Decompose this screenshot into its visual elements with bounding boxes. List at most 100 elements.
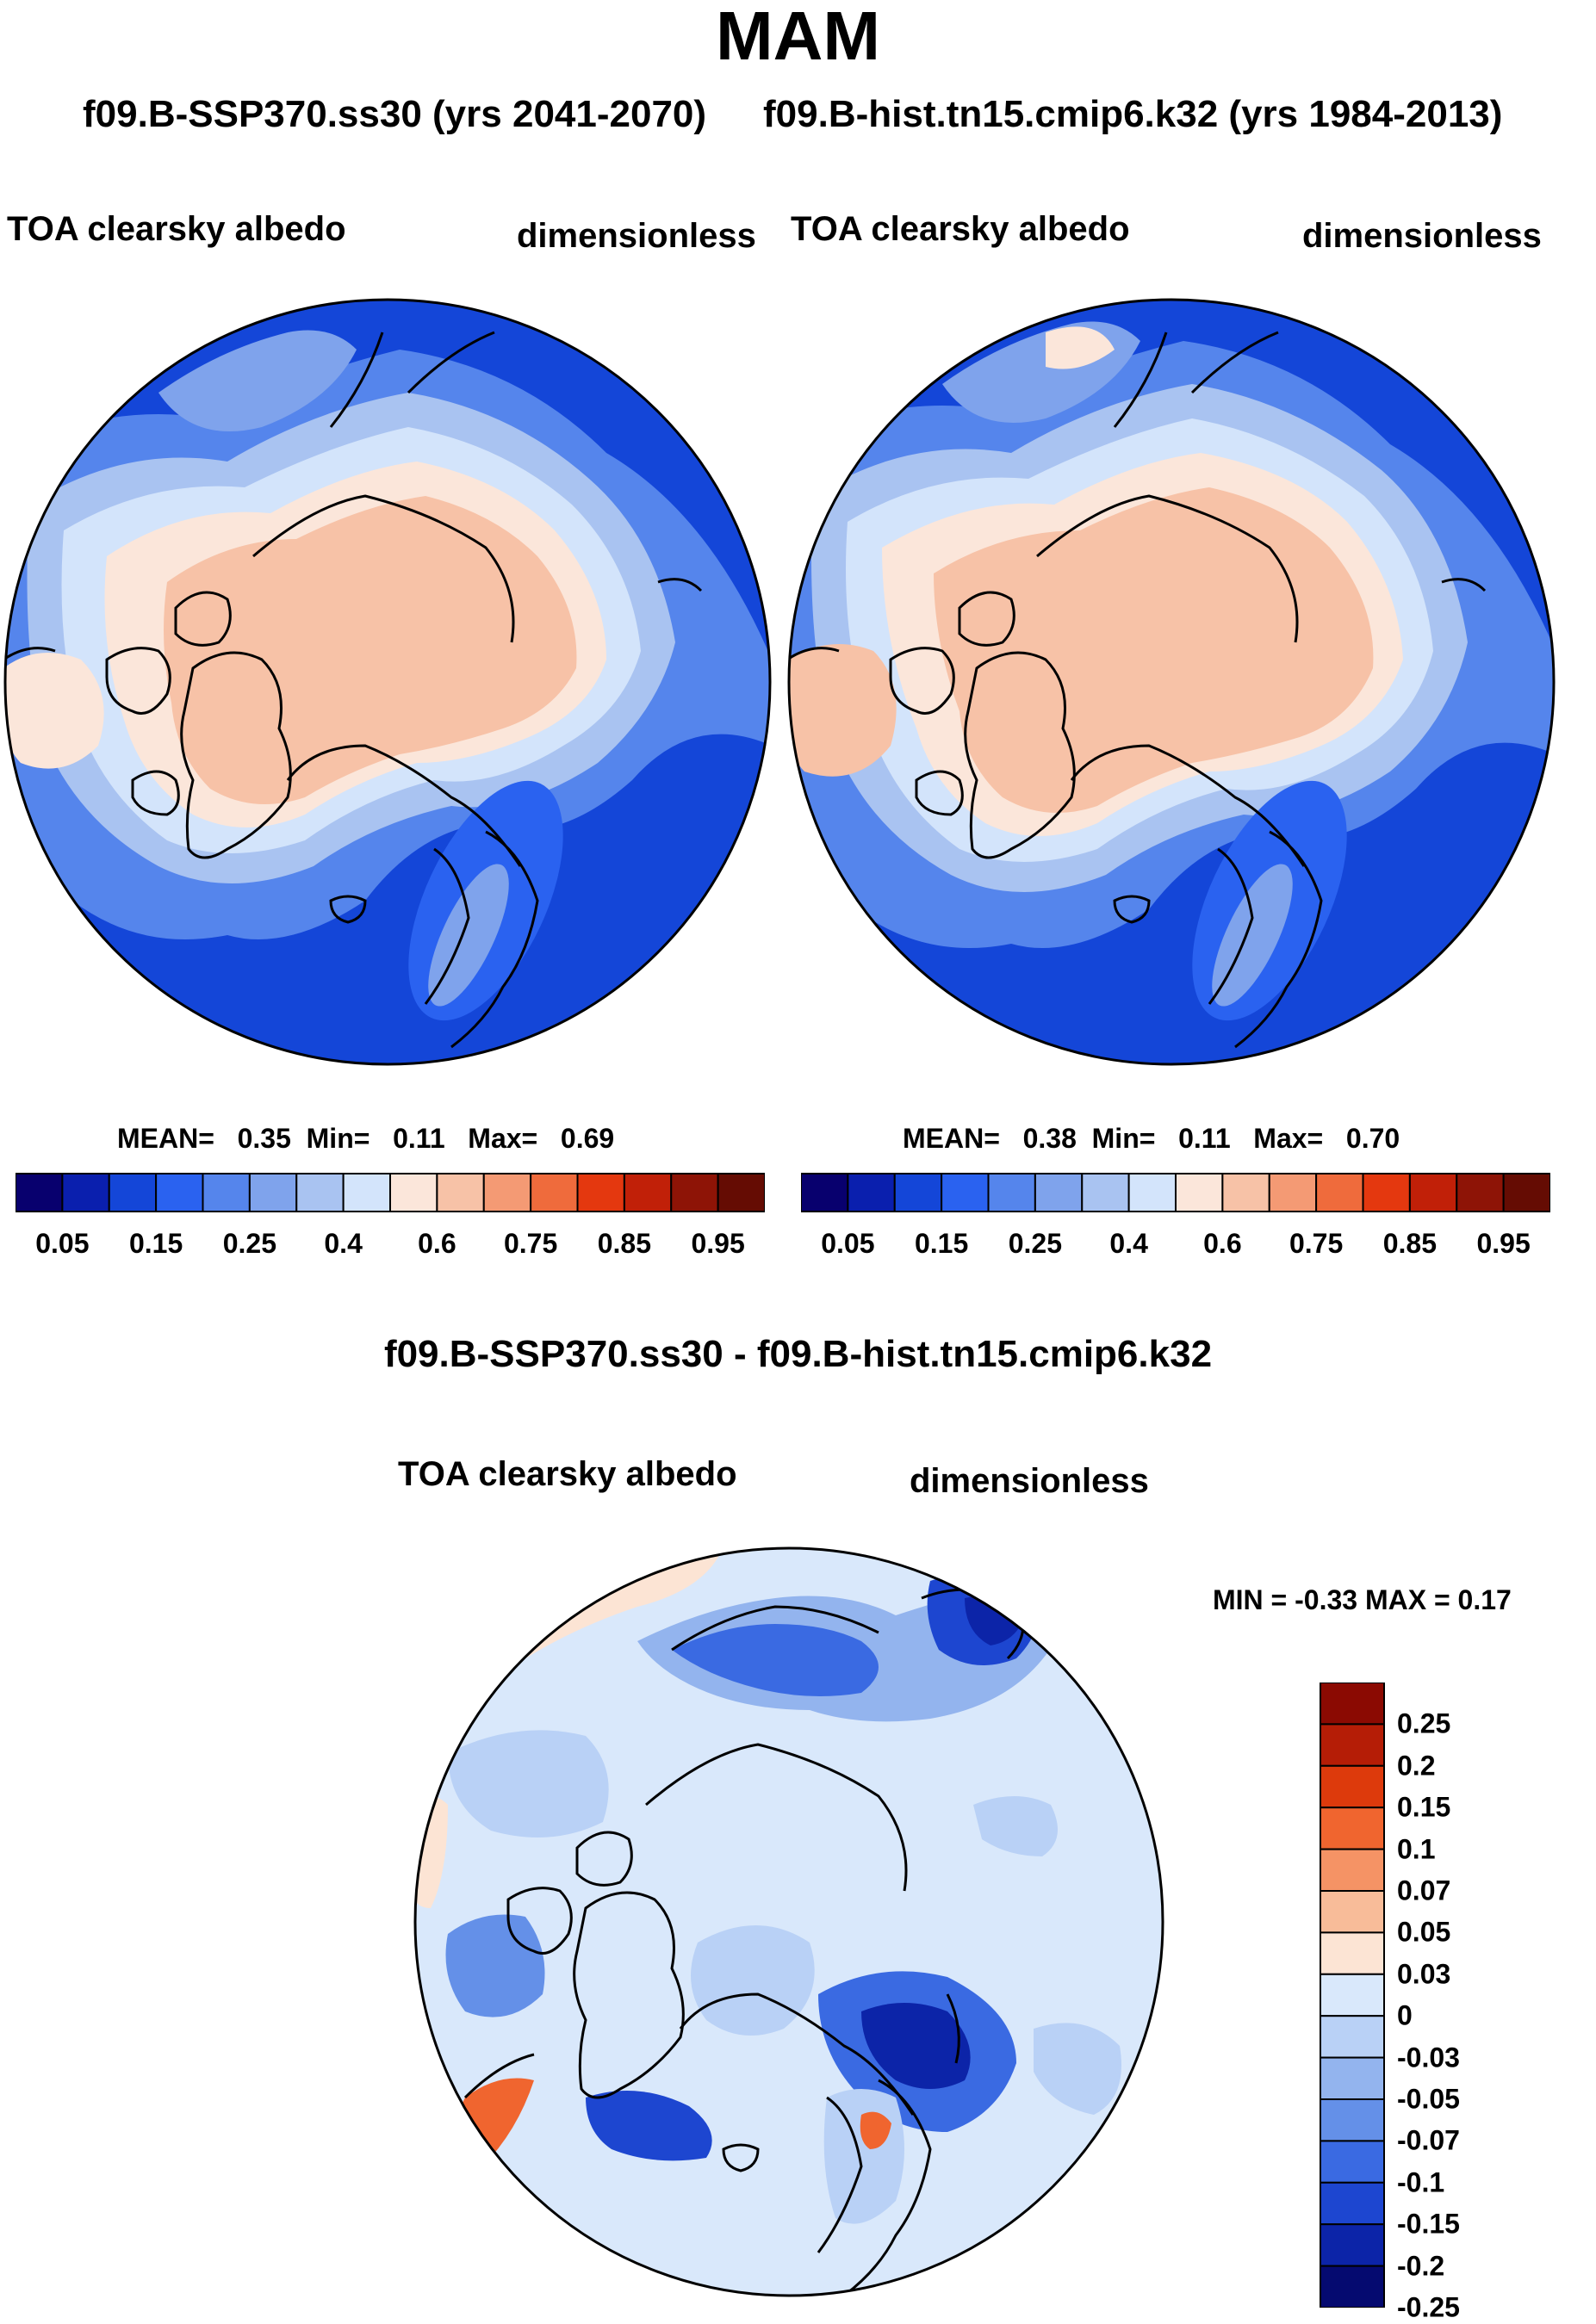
colorbar-swatch xyxy=(1320,1931,1385,1975)
colorbar-swatch xyxy=(61,1173,110,1212)
mean-label: MEAN= xyxy=(903,1123,1000,1154)
panel1-stats: MEAN= 0.35 Min= 0.11 Max= 0.69 xyxy=(117,1123,614,1155)
panel1-polar-map xyxy=(3,298,772,1066)
colorbar-tick-label: 0.25 xyxy=(1008,1228,1063,1259)
colorbar-swatch xyxy=(248,1173,298,1212)
colorbar-swatch xyxy=(1320,1764,1385,1809)
colorbar-swatch xyxy=(1127,1173,1177,1212)
difference-polar-map xyxy=(413,1546,1164,2297)
colorbar-tick-label: 0.75 xyxy=(503,1228,558,1259)
colorbar-swatch xyxy=(801,1173,849,1212)
experiment-subtitle-right: f09.B-hist.tn15.cmip6.k32 (yrs 1984-2013… xyxy=(763,93,1503,135)
colorbar-swatch xyxy=(108,1173,158,1212)
colorbar-swatch xyxy=(847,1173,896,1212)
colorbar-tick-label: 0.15 xyxy=(914,1228,969,1259)
colorbar-swatch xyxy=(1320,1973,1385,2017)
colorbar-swatch xyxy=(1268,1173,1318,1212)
colorbar-swatch xyxy=(295,1173,345,1212)
colorbar-swatch xyxy=(623,1173,673,1212)
colorbar-swatch xyxy=(1320,2098,1385,2142)
panel2-polar-map xyxy=(787,298,1556,1066)
colorbar-swatch xyxy=(1034,1173,1084,1212)
colorbar-swatch xyxy=(1502,1173,1550,1212)
max-label: Max= xyxy=(468,1123,538,1154)
panel1-colorbar-ticks: 0.05 0.15 0.25 0.4 0.6 0.75 0.85 0.95 xyxy=(16,1228,765,1262)
colorbar-swatch xyxy=(202,1173,251,1212)
min-label: Min= xyxy=(306,1123,370,1154)
colorbar-swatch xyxy=(342,1173,391,1212)
colorbar-tick-label: -0.05 xyxy=(1397,2083,1460,2115)
max-value: 0.69 xyxy=(560,1123,615,1154)
colorbar-swatch xyxy=(1320,1683,1385,1726)
colorbar-tick-label: 0.95 xyxy=(691,1228,745,1259)
colorbar-swatch xyxy=(1320,2181,1385,2226)
colorbar-swatch xyxy=(530,1173,579,1212)
colorbar-swatch xyxy=(482,1173,532,1212)
colorbar-tick-label: 0.4 xyxy=(324,1228,363,1259)
colorbar-tick-label: 0.15 xyxy=(1397,1791,1451,1823)
colorbar-tick-label: -0.25 xyxy=(1397,2291,1460,2323)
panel2-units-label: dimensionless xyxy=(1302,217,1542,255)
colorbar-swatch xyxy=(1362,1173,1411,1212)
colorbar-tick-label: 0.1 xyxy=(1397,1833,1436,1865)
colorbar-swatch xyxy=(1081,1173,1130,1212)
mean-value: 0.38 xyxy=(1022,1123,1077,1154)
colorbar-swatch xyxy=(1320,1890,1385,1934)
colorbar-swatch xyxy=(1320,2223,1385,2267)
colorbar-tick-label: 0.25 xyxy=(222,1228,277,1259)
difference-colorbar xyxy=(1320,1683,1385,2308)
colorbar-swatch xyxy=(1408,1173,1458,1212)
colorbar-swatch xyxy=(1320,1848,1385,1893)
colorbar-swatch xyxy=(389,1173,438,1212)
colorbar-tick-label: 0.25 xyxy=(1397,1707,1451,1739)
colorbar-swatch xyxy=(1320,1807,1385,1850)
colorbar-swatch xyxy=(1221,1173,1270,1212)
colorbar-swatch xyxy=(1320,2015,1385,2059)
colorbar-swatch xyxy=(1320,2265,1385,2308)
colorbar-swatch xyxy=(717,1173,765,1212)
experiment-subtitle-left: f09.B-SSP370.ss30 (yrs 2041-2070) xyxy=(83,93,707,135)
colorbar-tick-label: 0.03 xyxy=(1397,1958,1451,1990)
panel1-units-label: dimensionless xyxy=(517,217,756,255)
panel2-stats: MEAN= 0.38 Min= 0.11 Max= 0.70 xyxy=(903,1123,1400,1155)
colorbar-tick-label: -0.2 xyxy=(1397,2250,1445,2282)
colorbar-swatch xyxy=(893,1173,943,1212)
panel1-colorbar xyxy=(16,1173,765,1212)
colorbar-tick-label: 0.6 xyxy=(418,1228,456,1259)
max-label: Max= xyxy=(1253,1123,1324,1154)
panel1-variable-label: TOA clearsky albedo xyxy=(7,210,346,248)
min-label: Min= xyxy=(1091,1123,1156,1154)
colorbar-swatch xyxy=(155,1173,204,1212)
colorbar-tick-label: 0.75 xyxy=(1289,1228,1344,1259)
colorbar-tick-label: 0.6 xyxy=(1203,1228,1242,1259)
difference-variable-label: TOA clearsky albedo xyxy=(398,1455,737,1493)
colorbar-swatch xyxy=(436,1173,485,1212)
panel2-variable-label: TOA clearsky albedo xyxy=(791,210,1130,248)
colorbar-tick-label: 0.15 xyxy=(128,1228,183,1259)
colorbar-tick-label: -0.07 xyxy=(1397,2124,1460,2156)
panel2-colorbar-ticks: 0.05 0.15 0.25 0.4 0.6 0.75 0.85 0.95 xyxy=(801,1228,1550,1262)
difference-colorbar-ticks: 0.25 0.2 0.15 0.1 0.07 0.05 0.03 0 -0.03 -0.05 -0.… xyxy=(1397,1683,1500,2323)
colorbar-tick-label: -0.03 xyxy=(1397,2042,1460,2073)
colorbar-tick-label: -0.1 xyxy=(1397,2166,1445,2198)
colorbar-tick-label: 0.85 xyxy=(1382,1228,1438,1259)
colorbar-tick-label: 0.05 xyxy=(821,1228,875,1259)
colorbar-tick-label: 0.07 xyxy=(1397,1875,1451,1906)
colorbar-tick-label: -0.15 xyxy=(1397,2208,1460,2240)
colorbar-swatch xyxy=(1320,2140,1385,2184)
min-value: 0.11 xyxy=(1178,1123,1231,1154)
page-title: MAM xyxy=(715,0,881,74)
colorbar-swatch xyxy=(16,1173,64,1212)
colorbar-tick-label: 0.95 xyxy=(1476,1228,1531,1259)
colorbar-tick-label: 0.2 xyxy=(1397,1750,1436,1782)
colorbar-swatch xyxy=(576,1173,625,1212)
colorbar-swatch xyxy=(1320,1723,1385,1767)
colorbar-swatch xyxy=(941,1173,990,1212)
colorbar-tick-label: 0.05 xyxy=(35,1228,90,1259)
colorbar-tick-label: 0.85 xyxy=(597,1228,652,1259)
colorbar-swatch xyxy=(987,1173,1036,1212)
difference-title: f09.B-SSP370.ss30 - f09.B-hist.tn15.cmip… xyxy=(383,1333,1213,1375)
colorbar-tick-label: 0.4 xyxy=(1109,1228,1148,1259)
colorbar-tick-label: 0 xyxy=(1397,1999,1413,2031)
difference-units-label: dimensionless xyxy=(910,1462,1149,1500)
